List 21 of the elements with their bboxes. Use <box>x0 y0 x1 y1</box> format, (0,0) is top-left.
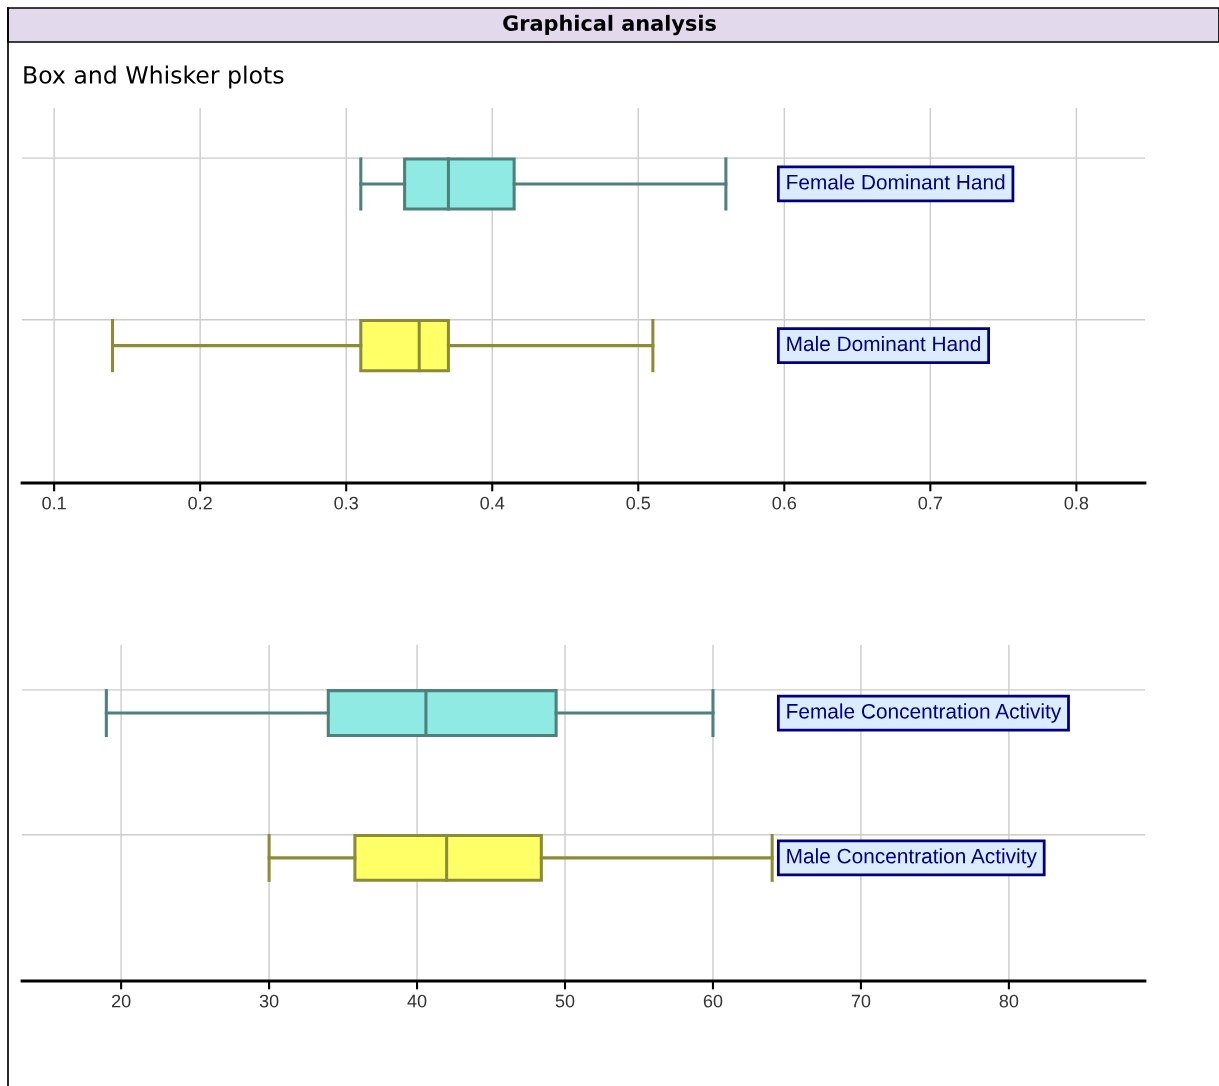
x-tick-label: 60 <box>703 994 723 1008</box>
chart-title: Graphical analysis <box>503 14 716 36</box>
x-tick-label: 0.1 <box>42 496 66 510</box>
x-tick-label: 0.2 <box>188 496 212 510</box>
text: Female Dominant Hand <box>787 174 1005 190</box>
x-tick-label: 20 <box>112 994 131 1008</box>
x-tick-label: 0.8 <box>1064 496 1089 510</box>
x-tick-label: 50 <box>555 994 575 1008</box>
x-tick-label: 70 <box>851 994 871 1008</box>
x-tick-label: 30 <box>259 994 279 1008</box>
x-tick-label: 0.4 <box>480 496 505 510</box>
x-tick-label: 0.6 <box>772 496 797 510</box>
text: Male Dominant Hand <box>787 335 980 352</box>
x-tick-label: 0.5 <box>626 496 651 510</box>
text: Male Concentration Activity <box>787 848 1037 868</box>
x-tick-label: 40 <box>407 994 427 1008</box>
chart-subtitle: Box and Whisker plots <box>24 65 284 89</box>
text: Female Concentration Activity <box>787 703 1062 723</box>
x-tick-label: 0.7 <box>918 496 942 510</box>
x-tick-label: 80 <box>999 994 1019 1008</box>
x-tick-label: 0.3 <box>334 496 358 510</box>
